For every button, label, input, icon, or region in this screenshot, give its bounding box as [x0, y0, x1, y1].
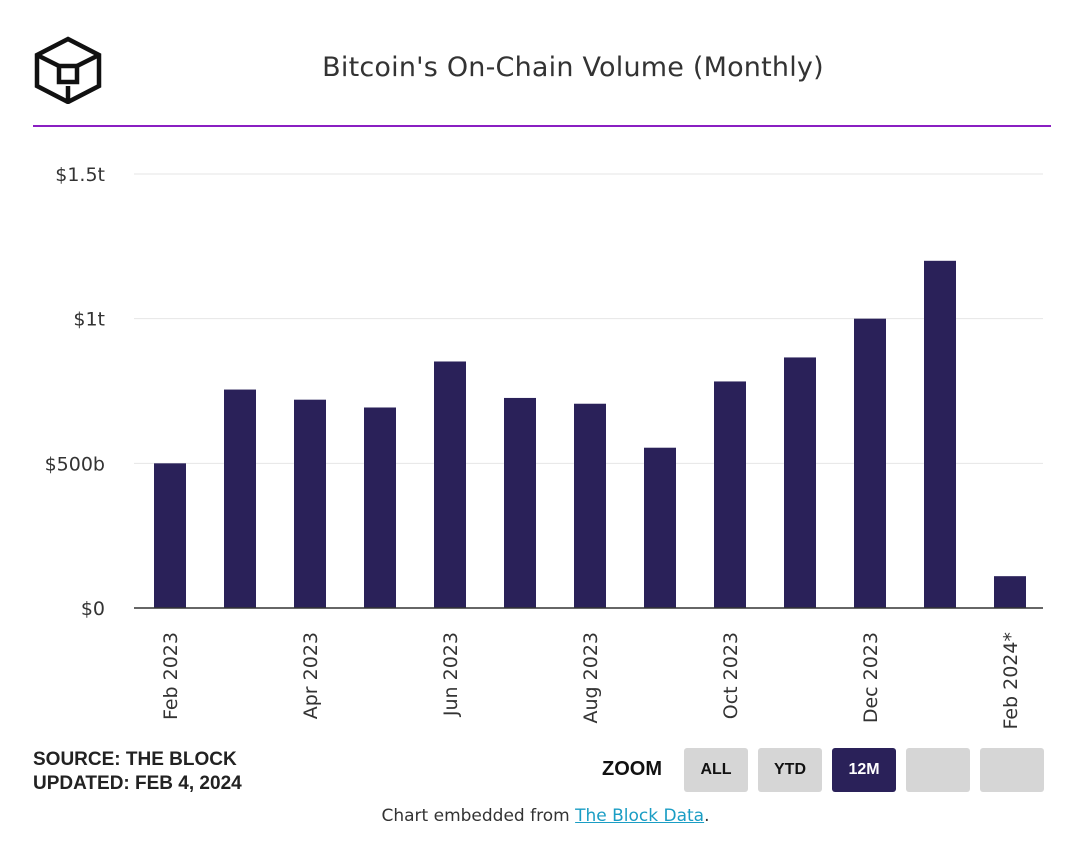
x-tick-label: Jun 2023 [440, 632, 462, 717]
x-tick-label: Dec 2023 [860, 632, 882, 723]
bar [924, 260, 956, 608]
embed-credit: Chart embedded from The Block Data. [0, 806, 1091, 826]
source-line: SOURCE: THE BLOCK [33, 749, 237, 770]
bar [994, 576, 1026, 608]
x-tick-label: Aug 2023 [580, 632, 602, 724]
bar [574, 403, 606, 608]
zoom-12m-button[interactable]: 12M [832, 748, 896, 792]
title-divider [33, 125, 1051, 127]
zoom-blank-button-1[interactable] [906, 748, 970, 792]
x-tick-label: Feb 2024* [1000, 632, 1022, 730]
zoom-all-button[interactable]: ALL [684, 748, 748, 792]
x-tick-label: Feb 2023 [160, 632, 182, 720]
bar [224, 389, 256, 608]
bar [714, 381, 746, 608]
y-tick-label: $1.5t [55, 164, 105, 186]
bar [154, 463, 186, 608]
bar [644, 447, 676, 608]
y-tick-label: $0 [81, 598, 105, 620]
zoom-blank-button-2[interactable] [980, 748, 1044, 792]
updated-line: UPDATED: FEB 4, 2024 [33, 773, 242, 794]
bar [364, 407, 396, 608]
y-tick-label: $500b [45, 453, 105, 475]
bar [294, 399, 326, 608]
the-block-logo-icon [34, 36, 102, 104]
bar [854, 318, 886, 608]
bar [434, 361, 466, 608]
chart-title: Bitcoin's On-Chain Volume (Monthly) [322, 52, 824, 83]
zoom-label: ZOOM [602, 758, 662, 780]
bar [504, 397, 536, 608]
embed-suffix: . [704, 806, 710, 826]
y-tick-label: $1t [73, 309, 105, 331]
zoom-ytd-button[interactable]: YTD [758, 748, 822, 792]
x-tick-label: Oct 2023 [720, 632, 742, 719]
source-block: SOURCE: THE BLOCK UPDATED: FEB 4, 2024 [33, 748, 242, 796]
bar-chart: $0 $500b $1t $1.5t Feb 2023 Apr 2023 Jun 2023 A… [45, 164, 1043, 730]
x-tick-label: Apr 2023 [300, 632, 322, 719]
embed-prefix: Chart embedded from [381, 806, 576, 826]
bar [784, 357, 816, 608]
the-block-data-link[interactable]: The Block Data [575, 806, 705, 826]
